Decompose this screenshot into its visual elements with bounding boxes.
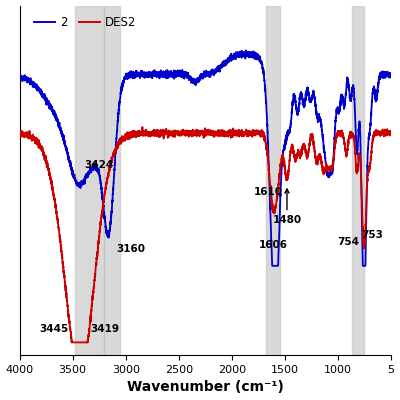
DES2 bbox=[17, 131, 22, 136]
2 bbox=[238, 54, 242, 59]
DES2 bbox=[140, 125, 145, 130]
DES2 bbox=[238, 132, 242, 136]
Legend: 2, DES2: 2, DES2 bbox=[29, 12, 141, 34]
Text: 754: 754 bbox=[338, 238, 360, 248]
Text: 3419: 3419 bbox=[91, 324, 120, 334]
2 bbox=[270, 264, 275, 268]
X-axis label: Wavenumber (cm⁻¹): Wavenumber (cm⁻¹) bbox=[127, 380, 284, 394]
Bar bbox=[352, 6, 364, 355]
Text: 3160: 3160 bbox=[116, 244, 145, 254]
2 bbox=[243, 48, 248, 53]
Text: 753: 753 bbox=[361, 230, 383, 240]
2 bbox=[253, 52, 258, 57]
2 bbox=[17, 74, 22, 79]
2 bbox=[388, 74, 393, 78]
Text: 1606: 1606 bbox=[259, 240, 288, 250]
Line: 2: 2 bbox=[20, 50, 391, 266]
DES2 bbox=[193, 130, 198, 134]
DES2 bbox=[253, 130, 258, 134]
Line: DES2: DES2 bbox=[20, 127, 391, 342]
DES2 bbox=[152, 131, 156, 136]
Text: 1610: 1610 bbox=[253, 187, 282, 197]
Bar bbox=[104, 6, 120, 355]
Text: 1480: 1480 bbox=[272, 189, 302, 225]
Text: 3445: 3445 bbox=[39, 324, 68, 334]
2 bbox=[192, 79, 197, 84]
DES2 bbox=[388, 130, 393, 135]
2 bbox=[360, 247, 365, 252]
Bar bbox=[266, 6, 280, 355]
2 bbox=[95, 167, 100, 172]
Bar bbox=[75, 6, 104, 355]
Text: 3424: 3424 bbox=[84, 160, 114, 170]
DES2 bbox=[70, 340, 74, 345]
2 bbox=[152, 74, 156, 78]
DES2 bbox=[95, 252, 100, 256]
DES2 bbox=[360, 214, 365, 219]
